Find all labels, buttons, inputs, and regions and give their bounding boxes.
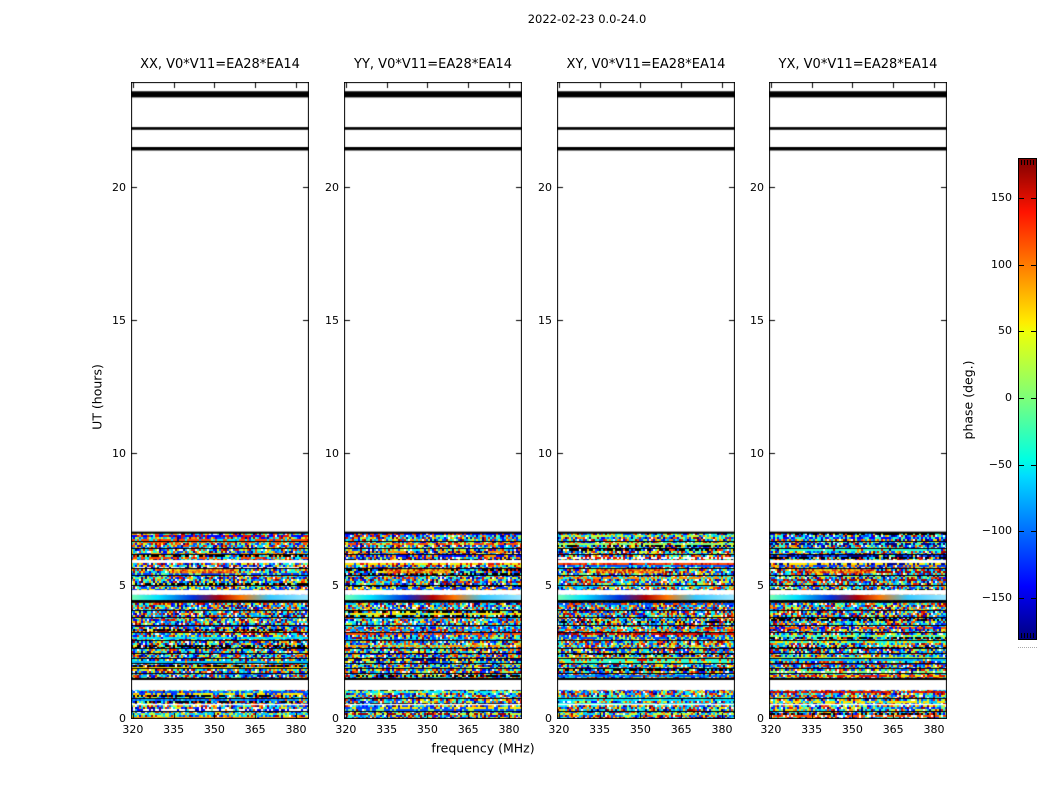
x-tick-label: 350 bbox=[203, 723, 225, 736]
x-tick-label: 320 bbox=[335, 723, 357, 736]
x-tick-label: 335 bbox=[801, 723, 823, 736]
x-tick-label: 365 bbox=[882, 723, 904, 736]
panel-title-yy: YY, V0*V11=EA28*EA14 bbox=[354, 57, 512, 72]
x-tick-label: 335 bbox=[163, 723, 185, 736]
heatmap-panel-xx bbox=[131, 82, 309, 719]
x-tick-label: 380 bbox=[498, 723, 520, 736]
y-tick-label: 10 bbox=[538, 446, 552, 460]
y-tick-label: 15 bbox=[325, 313, 339, 327]
y-tick-label: 20 bbox=[112, 181, 126, 195]
colorbar bbox=[1018, 158, 1037, 640]
y-tick-label: 20 bbox=[750, 181, 764, 195]
colorbar-hatch-top bbox=[1021, 160, 1034, 165]
colorbar-tick-mark bbox=[1019, 598, 1024, 599]
heatmap-panel-yx bbox=[769, 82, 947, 719]
x-tick-label: 365 bbox=[457, 723, 479, 736]
x-tick-label: 365 bbox=[670, 723, 692, 736]
x-tick-label: 350 bbox=[841, 723, 863, 736]
colorbar-tick-mark bbox=[1031, 464, 1036, 466]
colorbar-tick-mark bbox=[1031, 398, 1036, 399]
y-tick-label: 5 bbox=[119, 579, 126, 593]
heatmap-panel-yy bbox=[344, 82, 522, 719]
y-tick-label: 5 bbox=[545, 579, 552, 593]
y-tick-label: 15 bbox=[112, 313, 126, 327]
colorbar-dotted-edge bbox=[1018, 647, 1037, 648]
colorbar-tick-label: −100 bbox=[981, 524, 1012, 538]
colorbar-tick-mark bbox=[1019, 264, 1024, 266]
panel-title-xy: XY, V0*V11=EA28*EA14 bbox=[566, 57, 726, 72]
colorbar-tick-mark bbox=[1019, 531, 1024, 533]
colorbar-tick-label: 150 bbox=[991, 191, 1012, 204]
x-tick-label: 320 bbox=[760, 723, 782, 736]
x-tick-label: 350 bbox=[416, 723, 438, 736]
y-tick-label: 10 bbox=[325, 446, 339, 460]
colorbar-tick-mark bbox=[1031, 198, 1036, 199]
x-tick-label: 380 bbox=[711, 723, 733, 736]
colorbar-tick-label: −150 bbox=[981, 591, 1012, 604]
x-axis-label: frequency (MHz) bbox=[431, 740, 535, 756]
y-tick-label: 20 bbox=[325, 181, 339, 195]
panel-title-yx: YX, V0*V11=EA28*EA14 bbox=[778, 57, 938, 72]
y-tick-label: 10 bbox=[112, 446, 126, 460]
colorbar-tick-mark bbox=[1019, 464, 1024, 466]
y-tick-label: 10 bbox=[750, 446, 764, 460]
colorbar-tick-mark bbox=[1019, 198, 1024, 199]
colorbar-tick-label: 0 bbox=[1005, 391, 1012, 404]
x-tick-label: 380 bbox=[285, 723, 307, 736]
colorbar-tick-mark bbox=[1031, 331, 1036, 333]
colorbar-hatch-bottom bbox=[1021, 633, 1034, 638]
x-tick-label: 320 bbox=[548, 723, 570, 736]
colorbar-tick-label: 100 bbox=[991, 257, 1012, 271]
x-tick-label: 320 bbox=[122, 723, 144, 736]
colorbar-tick-mark bbox=[1031, 531, 1036, 533]
x-tick-label: 380 bbox=[923, 723, 945, 736]
colorbar-tick-mark bbox=[1031, 264, 1036, 266]
colorbar-tick-mark bbox=[1019, 331, 1024, 333]
heatmap-panel-xy bbox=[557, 82, 735, 719]
figure-title: 2022-02-23 0.0-24.0 bbox=[527, 12, 647, 26]
x-tick-label: 335 bbox=[589, 723, 611, 736]
colorbar-tick-mark bbox=[1031, 598, 1036, 599]
y-tick-label: 5 bbox=[332, 579, 339, 593]
x-tick-label: 335 bbox=[376, 723, 398, 736]
y-tick-label: 0 bbox=[757, 712, 764, 725]
panel-title-xx: XX, V0*V11=EA28*EA14 bbox=[140, 57, 300, 72]
y-tick-label: 15 bbox=[538, 313, 552, 327]
y-tick-label: 5 bbox=[757, 579, 764, 593]
y-tick-label: 0 bbox=[545, 712, 552, 725]
y-tick-label: 0 bbox=[119, 712, 126, 725]
x-tick-label: 350 bbox=[629, 723, 651, 736]
colorbar-tick-mark bbox=[1019, 398, 1024, 399]
y-tick-label: 15 bbox=[750, 313, 764, 327]
x-tick-label: 365 bbox=[244, 723, 266, 736]
colorbar-label: phase (deg.) bbox=[960, 360, 976, 440]
colorbar-tick-label: 50 bbox=[998, 324, 1012, 338]
y-tick-label: 0 bbox=[332, 712, 339, 725]
y-tick-label: 20 bbox=[538, 181, 552, 195]
colorbar-tick-label: −50 bbox=[988, 457, 1012, 471]
y-axis-label: UT (hours) bbox=[89, 364, 105, 430]
